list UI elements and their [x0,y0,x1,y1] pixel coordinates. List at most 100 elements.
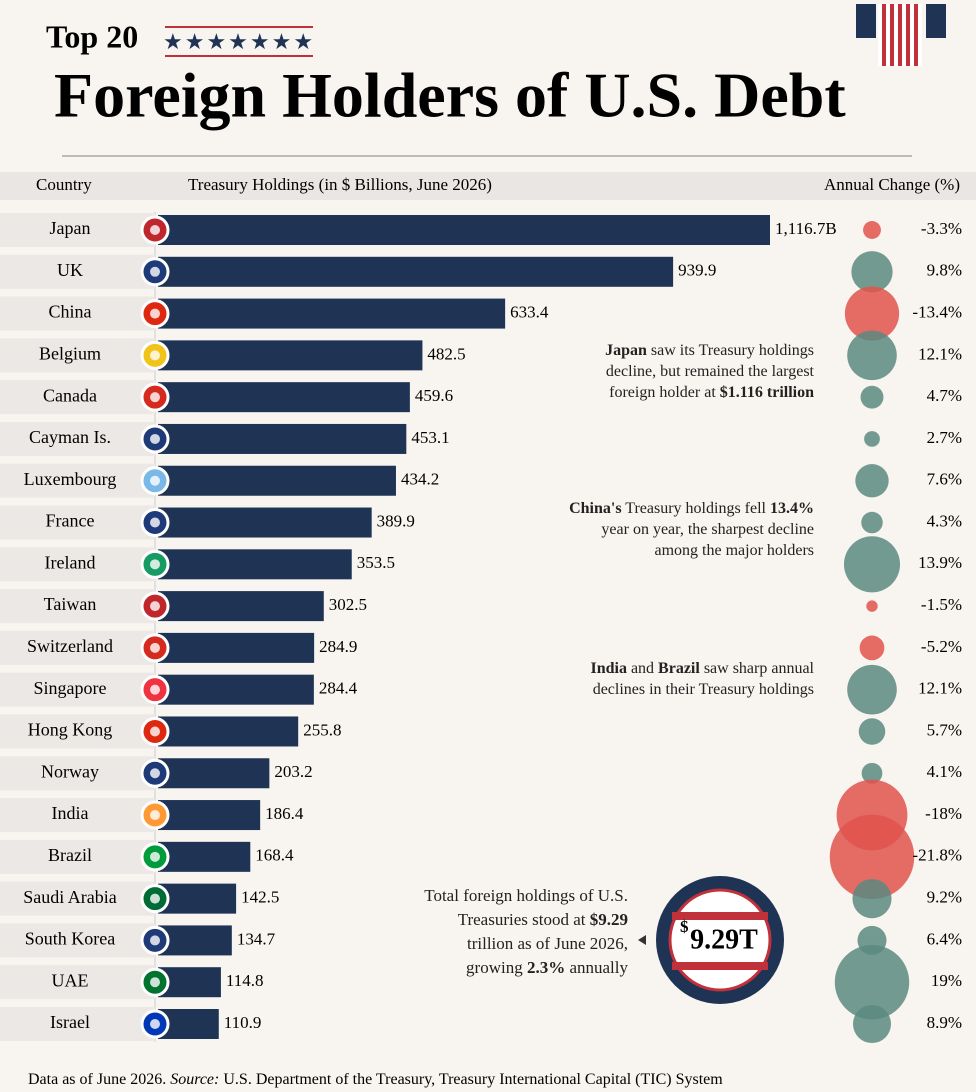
badge-currency: $ [680,917,689,936]
bar [158,591,324,622]
bar [158,925,232,956]
change-label: 4.3% [927,511,962,530]
flag-inner [150,308,160,319]
change-label: 9.8% [927,261,962,280]
row-band [0,965,155,1000]
bar [158,800,261,831]
bar [158,758,270,789]
row-band [0,463,155,498]
change-label: 19% [931,971,962,990]
value-label: 114.8 [226,971,264,990]
value-label: 633.4 [510,302,549,321]
change-bubble [859,635,885,661]
annotation-text: Total foreign holdings of U.S. Treasurie… [424,886,628,929]
category-label: Israel [50,1012,90,1032]
value-label: 434.2 [401,470,439,489]
change-label: 4.1% [927,762,962,781]
flag-icon [856,4,946,66]
bar [158,716,299,747]
footer-text: U.S. Department of the Treasury, Treasur… [219,1071,723,1088]
change-label: 6.4% [927,929,962,948]
category-label: India [52,803,89,823]
category-label: Brazil [48,845,92,865]
change-bubble [866,600,878,612]
annotation-text: and [626,660,659,677]
flag-inner [150,1019,160,1029]
bar [158,883,237,914]
change-bubble [861,762,883,784]
category-label: China [49,302,92,322]
change-label: -1.5% [921,595,962,614]
change-bubble [864,431,880,447]
value-label: 939.9 [678,261,716,280]
value-label: 110.9 [224,1013,262,1032]
row-band [0,798,155,833]
annotation-text: $9.29 [589,910,628,929]
flag-inner [150,851,160,862]
flag-inner [150,266,160,277]
category-label: Hong Kong [28,720,113,740]
flag-inner [150,642,160,653]
flag-inner [150,601,160,612]
change-bubble [858,718,886,745]
flag-inner [150,517,160,528]
change-label: 2.7% [927,428,962,447]
annotation-text: year on year, the sharpest decline among… [601,521,814,559]
change-label: 4.7% [927,386,962,405]
flag-inner [150,768,160,779]
bar [158,841,251,872]
category-label: Japan [50,218,91,238]
bar [158,674,314,705]
category-label: UAE [52,970,89,990]
bar [158,340,423,371]
badge-stripe [672,912,768,920]
value-label: 284.9 [319,637,357,656]
category-label: Norway [41,761,99,781]
category-label: Ireland [45,552,96,572]
annotation-text: Brazil [658,660,700,677]
row-band [0,213,155,247]
bar [158,382,410,413]
flag-inner [150,433,160,444]
change-bubble [863,221,881,239]
flag-inner [150,350,160,361]
badge-amount: 9.29T [690,924,758,955]
row-band [0,589,155,624]
row-band [0,505,155,540]
chart-title: Foreign Holders of U.S. Debt [54,60,846,131]
kicker: Top 20 [46,18,138,54]
bar [158,298,506,329]
change-bubble [843,536,901,593]
value-label: 203.2 [274,762,312,781]
category-label: Saudi Arabia [23,887,116,907]
column-header: Country [36,175,92,194]
bar [158,423,407,454]
value-label: 284.4 [319,679,358,698]
change-bubble [847,330,897,381]
change-label: 7.6% [927,470,962,489]
flag-inner [150,810,160,821]
annotation: Total foreign holdings of U.S. Treasurie… [410,884,628,980]
row-band [0,338,155,373]
row-band [0,1007,155,1041]
category-label: Taiwan [44,594,97,614]
annotation: Japan saw its Treasury holdings decline,… [560,340,814,403]
flag-inner [150,475,160,486]
value-label: 453.1 [411,428,449,447]
category-label: Luxembourg [24,469,117,489]
flag-inner [150,935,160,946]
change-label: 13.9% [918,553,962,572]
header-band [0,172,976,200]
annotation-text: Japan [605,342,647,359]
annotation-text: 13.4% [770,500,814,517]
annotation: China's Treasury holdings fell 13.4% yea… [560,498,814,561]
change-bubble [852,1004,892,1044]
stars: ★★★★★★★ [163,29,315,54]
value-label: 255.8 [303,720,341,739]
value-label: 134.7 [237,929,276,948]
bar [158,256,674,287]
annotation-text: saw its Treasury holdings decline, but r… [605,342,814,401]
category-label: UK [57,260,83,280]
change-bubble [861,511,883,534]
value-label: 186.4 [265,804,304,823]
